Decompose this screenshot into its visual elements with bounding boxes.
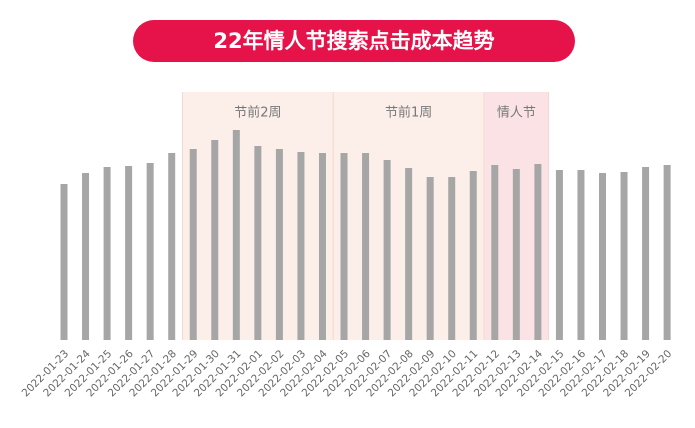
bar <box>103 167 111 340</box>
bar <box>340 153 348 340</box>
bar <box>82 173 90 340</box>
bar <box>383 160 391 340</box>
bar <box>599 173 606 340</box>
bar <box>211 140 219 340</box>
bar <box>663 165 671 340</box>
bar <box>146 163 154 340</box>
bar <box>534 164 542 340</box>
bar <box>168 153 176 340</box>
title-pill <box>133 20 575 62</box>
region-label: 节前1周 <box>385 105 432 121</box>
bar <box>254 146 262 340</box>
region-label: 节前2周 <box>234 105 281 121</box>
region-label: 情人节 <box>497 106 536 121</box>
bar <box>405 168 413 340</box>
bar <box>297 152 305 340</box>
bar <box>189 149 197 340</box>
bar <box>491 165 499 340</box>
bar <box>426 177 434 340</box>
bar <box>318 153 326 340</box>
chart-title: 22年情人节搜索点击成本趋势 <box>213 29 494 53</box>
bar <box>125 166 133 340</box>
bar <box>60 184 68 340</box>
bar <box>232 130 240 340</box>
bar <box>448 177 456 340</box>
bar <box>275 149 283 340</box>
bar <box>555 170 563 340</box>
bar <box>362 153 370 340</box>
x-labels: 2022-01-232022-01-242022-01-252022-01-26… <box>20 348 675 400</box>
bar <box>469 171 477 340</box>
bar <box>642 167 650 340</box>
bar <box>577 170 585 340</box>
bar <box>620 172 628 340</box>
bars <box>60 130 671 340</box>
bar <box>512 169 520 340</box>
